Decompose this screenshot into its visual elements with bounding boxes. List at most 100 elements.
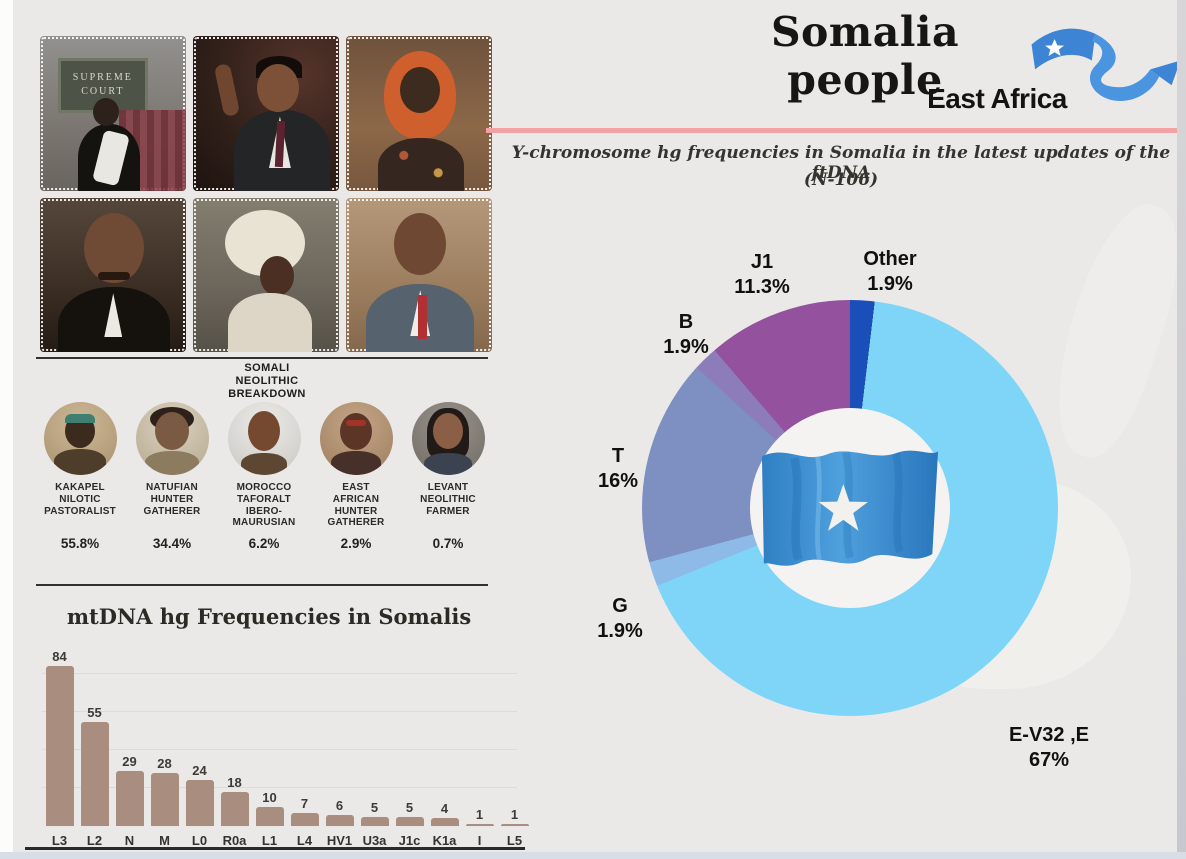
neolithic-item: LEVANT NEOLITHIC FARMER 0.7% [402,402,494,551]
bar-column-N: 29 N [112,754,147,848]
bar-category-label: L3 [51,833,68,848]
accent-divider-line [486,128,1186,133]
pie-label-pct: 67% [1028,749,1070,771]
bar-value: 55 [87,704,102,720]
bar-category-label: L0 [191,833,208,848]
gridline [42,749,518,750]
bar [115,770,144,826]
bar-column-M: 28 M [147,756,182,848]
bar-column-HV1: 6 HV1 [322,798,357,848]
somalia-flag-ribbon-icon [1031,28,1181,101]
bar-value: 6 [335,797,344,813]
region-subtitle: East Africa [927,83,1067,114]
person-silhouette [260,256,295,297]
ydna-donut-chart [642,300,1058,716]
gridline [42,711,518,712]
divider-mid [36,584,488,586]
tie [417,294,427,339]
portrait-value: 34.4% [152,536,192,551]
bar-value: 10 [262,790,277,805]
bar-value: 18 [227,774,242,790]
photo-man-speaking [193,36,339,191]
photo-grid: SUPREME COURT [40,36,492,352]
portrait-natufian [135,402,209,475]
mtdna-chart-title: mtDNA hg Frequencies in Somalis [66,604,472,629]
portrait-east-african [319,402,393,475]
bar-category-label: R0a [222,833,247,848]
pie-label-j1: J1 11.3% [712,250,812,300]
bar [80,721,109,826]
neolithic-item: KAKAPEL NILOTIC PASTORALIST 55.8% [34,402,126,551]
portrait-label: NATUFIAN HUNTER GATHERER [143,482,201,517]
person-silhouette [257,63,300,112]
portrait-label: MOROCCO TAFORALT IBERO- MAURUSIAN [232,482,296,529]
bar [45,666,74,826]
pie-label-name: E-V32 ,E [1008,724,1090,746]
bar-column-L1: 10 L1 [252,790,287,848]
person-silhouette [400,66,441,113]
bar-category-label: J1c [398,833,421,848]
portrait-value: 6.2% [248,536,280,551]
pie-label-pct: 1.9% [597,620,643,642]
portrait-value: 0.7% [432,536,464,551]
mtdna-bar-chart: 84 L3 55 L2 29 N 28 M 24 L0 18 R0a 10 L1 7 L4 6 HV1 5 U3a 5 J… [42,640,532,848]
bar-column-L5: 1 L5 [497,807,532,848]
pie-label-pct: 1.9% [867,273,913,295]
bar-category-label: HV1 [326,833,353,848]
bar-value: 24 [192,763,207,779]
bar [150,772,179,826]
mustache [98,271,131,280]
neolithic-item: NATUFIAN HUNTER GATHERER 34.4% [126,402,218,551]
bar [220,791,249,826]
neolithic-heading: SOMALI NEOLITHIC BREAKDOWN [228,362,306,401]
bar-value: 1 [475,807,484,823]
pie-label-other: Other 1.9% [838,247,942,297]
portrait-kakapel [43,402,117,475]
bar [185,780,214,826]
neolithic-item: EAST AFRICAN HUNTER GATHERER 2.9% [310,402,402,551]
person-silhouette [83,212,144,283]
page-title: Somalia people [770,8,960,104]
person-silhouette [378,137,465,191]
page-edge-left [0,0,13,859]
pie-label-ev32: E-V32 ,E 67% [967,723,1131,773]
bar [360,816,389,826]
bar [255,807,284,826]
neolithic-item: MOROCCO TAFORALT IBERO- MAURUSIAN 6.2% [218,402,310,551]
watermark-blob [1033,192,1186,468]
bar [325,814,354,826]
bar-value: 29 [122,753,137,769]
bar [395,816,424,826]
pie-label-g: G 1.9% [568,594,672,644]
photo-woman-supreme-court: SUPREME COURT [40,36,186,191]
bar-value: 7 [300,795,309,811]
pie-label-name: G [612,595,628,617]
person-silhouette [228,293,313,352]
page-edge-right [1177,0,1186,859]
portrait-levant [411,402,485,475]
pie-label-t: T 16% [573,444,663,494]
divider-bars [25,847,525,850]
ydna-heading-line2: (N-106) [803,170,879,190]
pie-label-pct: 11.3% [734,276,790,298]
pie-label-name: J1 [750,251,774,273]
bar-category-label: I [477,833,482,848]
bar-category-label: L1 [261,833,278,848]
bar-value: 5 [405,799,414,815]
bar-category-label: M [159,833,170,848]
bar-category-label: L2 [86,833,103,848]
bar-column-L4: 7 L4 [287,796,322,848]
bar-category-label: L4 [296,833,313,848]
person-silhouette [92,97,119,126]
page-edge-bottom [0,852,1186,859]
pie-label-pct: 16% [597,470,639,492]
supreme-court-sign: SUPREME COURT [57,57,149,114]
pie-label-name: B [678,311,694,333]
bar-value: 5 [370,799,379,815]
pie-label-name: T [611,445,625,467]
neolithic-row: KAKAPEL NILOTIC PASTORALIST 55.8% NATUFI… [34,402,490,551]
gridline [42,673,518,674]
portrait-label: EAST AFRICAN HUNTER GATHERER [327,482,385,529]
bar-column-L2: 55 L2 [77,704,112,848]
